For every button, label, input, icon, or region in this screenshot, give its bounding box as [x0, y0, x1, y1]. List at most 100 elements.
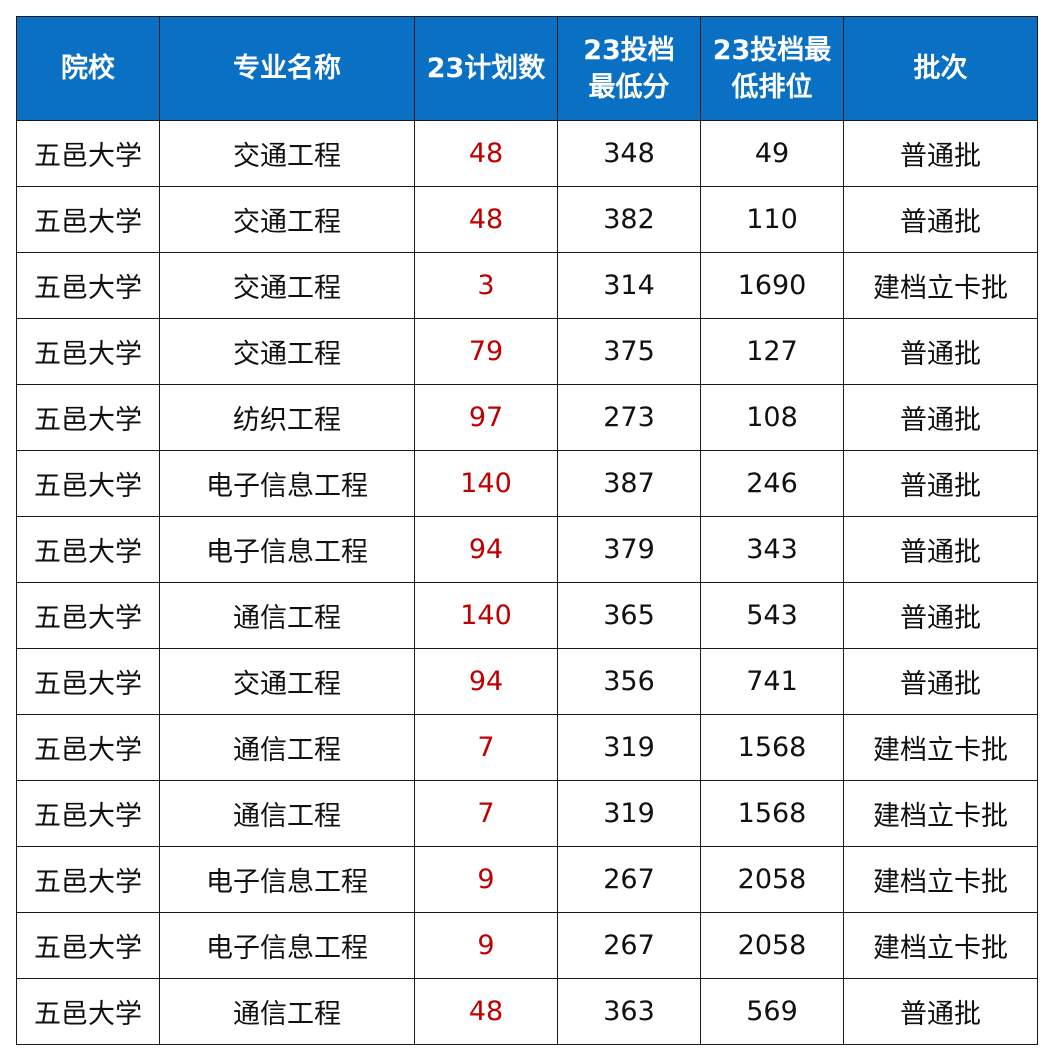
- cell-batch: 建档立卡批: [843, 780, 1038, 847]
- cell-min-rank: 108: [700, 384, 844, 451]
- cell-min-score: 379: [557, 516, 701, 583]
- cell-plan-count: 48: [414, 120, 558, 187]
- cell-school: 五邑大学: [16, 318, 160, 385]
- cell-batch: 普通批: [843, 318, 1038, 385]
- cell-major: 电子信息工程: [159, 912, 415, 979]
- cell-school: 五邑大学: [16, 186, 160, 253]
- cell-min-score: 375: [557, 318, 701, 385]
- cell-plan-count: 48: [414, 978, 558, 1045]
- cell-batch: 普通批: [843, 186, 1038, 253]
- admissions-table: 院校 专业名称 23计划数 23投档 最低分 23投档最 低排位 批次 五邑大学…: [16, 16, 1038, 1045]
- table-row: 五邑大学 通信工程 48 363 569 普通批: [16, 978, 1038, 1045]
- cell-major: 纺织工程: [159, 384, 415, 451]
- cell-min-rank: 569: [700, 978, 844, 1045]
- table-row: 五邑大学 交通工程 3 314 1690 建档立卡批: [16, 252, 1038, 319]
- cell-school: 五邑大学: [16, 384, 160, 451]
- cell-min-score: 382: [557, 186, 701, 253]
- cell-major: 交通工程: [159, 186, 415, 253]
- cell-min-rank: 246: [700, 450, 844, 517]
- cell-school: 五邑大学: [16, 516, 160, 583]
- cell-major: 通信工程: [159, 978, 415, 1045]
- header-row: 院校 专业名称 23计划数 23投档 最低分 23投档最 低排位 批次: [16, 16, 1038, 121]
- table-row: 五邑大学 交通工程 48 382 110 普通批: [16, 186, 1038, 253]
- cell-batch: 普通批: [843, 120, 1038, 187]
- table-row: 五邑大学 交通工程 94 356 741 普通批: [16, 648, 1038, 715]
- table-header: 院校 专业名称 23计划数 23投档 最低分 23投档最 低排位 批次: [16, 16, 1038, 121]
- table-row: 五邑大学 电子信息工程 140 387 246 普通批: [16, 450, 1038, 517]
- cell-major: 交通工程: [159, 120, 415, 187]
- table-row: 五邑大学 通信工程 7 319 1568 建档立卡批: [16, 780, 1038, 847]
- cell-major: 交通工程: [159, 648, 415, 715]
- cell-min-rank: 2058: [700, 846, 844, 913]
- cell-plan-count: 7: [414, 780, 558, 847]
- cell-school: 五邑大学: [16, 450, 160, 517]
- cell-min-score: 273: [557, 384, 701, 451]
- table-row: 五邑大学 纺织工程 97 273 108 普通批: [16, 384, 1038, 451]
- header-school: 院校: [16, 16, 160, 121]
- cell-plan-count: 7: [414, 714, 558, 781]
- table-row: 五邑大学 电子信息工程 94 379 343 普通批: [16, 516, 1038, 583]
- cell-min-rank: 343: [700, 516, 844, 583]
- header-min-score: 23投档 最低分: [557, 16, 701, 121]
- cell-plan-count: 9: [414, 846, 558, 913]
- cell-min-score: 363: [557, 978, 701, 1045]
- cell-min-score: 267: [557, 912, 701, 979]
- cell-min-score: 314: [557, 252, 701, 319]
- cell-plan-count: 140: [414, 582, 558, 649]
- cell-major: 通信工程: [159, 582, 415, 649]
- cell-min-score: 365: [557, 582, 701, 649]
- cell-min-rank: 127: [700, 318, 844, 385]
- cell-min-score: 348: [557, 120, 701, 187]
- cell-plan-count: 97: [414, 384, 558, 451]
- cell-min-score: 267: [557, 846, 701, 913]
- cell-school: 五邑大学: [16, 582, 160, 649]
- cell-plan-count: 140: [414, 450, 558, 517]
- cell-batch: 建档立卡批: [843, 714, 1038, 781]
- cell-min-rank: 2058: [700, 912, 844, 979]
- cell-min-rank: 543: [700, 582, 844, 649]
- cell-batch: 建档立卡批: [843, 252, 1038, 319]
- cell-batch: 普通批: [843, 978, 1038, 1045]
- header-major: 专业名称: [159, 16, 415, 121]
- cell-school: 五邑大学: [16, 846, 160, 913]
- header-min-rank: 23投档最 低排位: [700, 16, 844, 121]
- cell-plan-count: 48: [414, 186, 558, 253]
- cell-plan-count: 3: [414, 252, 558, 319]
- cell-min-rank: 1690: [700, 252, 844, 319]
- cell-school: 五邑大学: [16, 912, 160, 979]
- cell-plan-count: 79: [414, 318, 558, 385]
- cell-school: 五邑大学: [16, 714, 160, 781]
- cell-major: 电子信息工程: [159, 516, 415, 583]
- cell-school: 五邑大学: [16, 648, 160, 715]
- cell-min-score: 387: [557, 450, 701, 517]
- cell-min-rank: 110: [700, 186, 844, 253]
- cell-school: 五邑大学: [16, 120, 160, 187]
- cell-school: 五邑大学: [16, 252, 160, 319]
- cell-batch: 普通批: [843, 582, 1038, 649]
- cell-min-score: 319: [557, 714, 701, 781]
- table-row: 五邑大学 电子信息工程 9 267 2058 建档立卡批: [16, 846, 1038, 913]
- cell-major: 电子信息工程: [159, 450, 415, 517]
- cell-plan-count: 94: [414, 648, 558, 715]
- cell-major: 电子信息工程: [159, 846, 415, 913]
- cell-min-rank: 1568: [700, 780, 844, 847]
- cell-batch: 普通批: [843, 648, 1038, 715]
- table-row: 五邑大学 交通工程 48 348 49 普通批: [16, 120, 1038, 187]
- cell-batch: 普通批: [843, 516, 1038, 583]
- cell-min-rank: 741: [700, 648, 844, 715]
- cell-major: 通信工程: [159, 780, 415, 847]
- table-row: 五邑大学 交通工程 79 375 127 普通批: [16, 318, 1038, 385]
- cell-plan-count: 94: [414, 516, 558, 583]
- cell-min-score: 319: [557, 780, 701, 847]
- table-row: 五邑大学 通信工程 140 365 543 普通批: [16, 582, 1038, 649]
- cell-school: 五邑大学: [16, 780, 160, 847]
- cell-min-rank: 1568: [700, 714, 844, 781]
- cell-batch: 建档立卡批: [843, 846, 1038, 913]
- cell-min-rank: 49: [700, 120, 844, 187]
- cell-school: 五邑大学: [16, 978, 160, 1045]
- cell-batch: 建档立卡批: [843, 912, 1038, 979]
- cell-major: 通信工程: [159, 714, 415, 781]
- header-batch: 批次: [843, 16, 1038, 121]
- cell-major: 交通工程: [159, 318, 415, 385]
- cell-plan-count: 9: [414, 912, 558, 979]
